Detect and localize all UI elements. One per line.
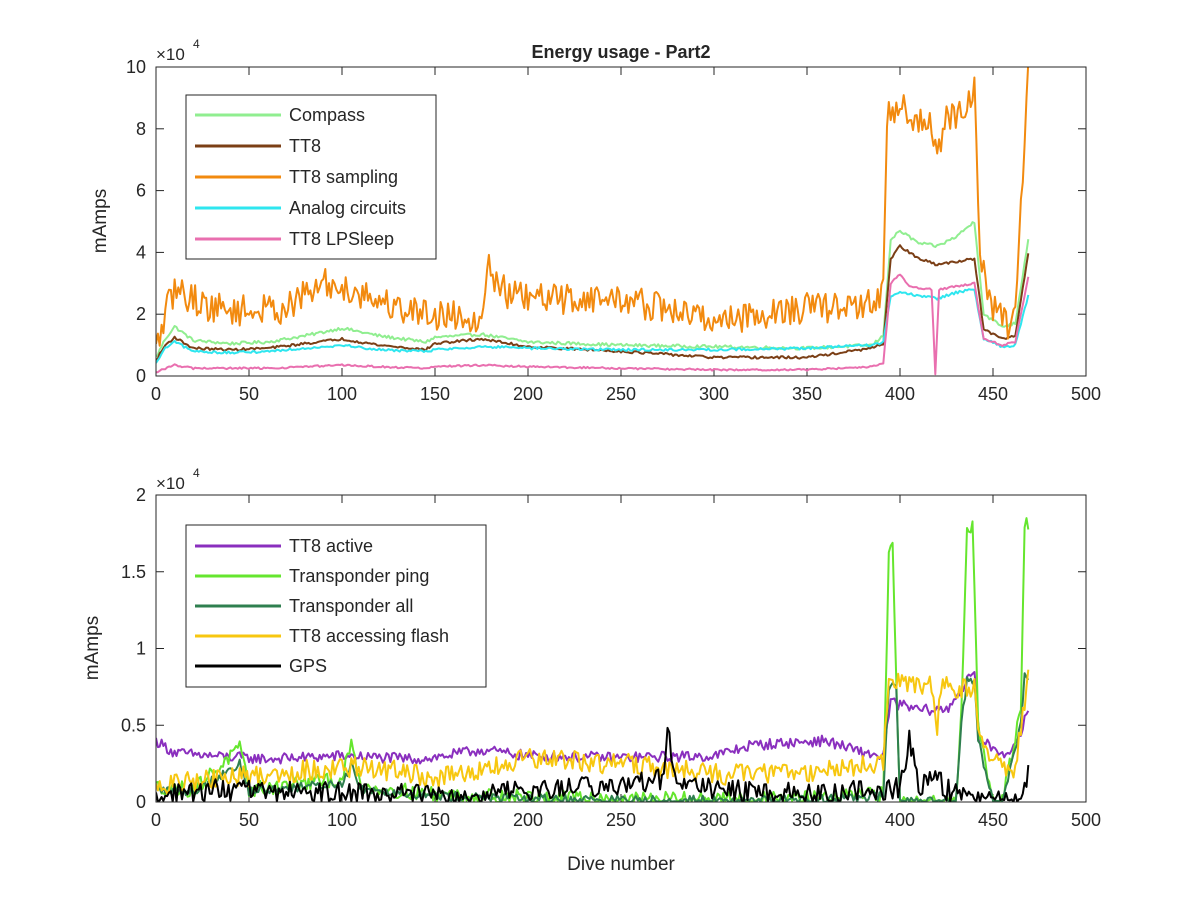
x-tick-label: 50 [239, 810, 259, 830]
top-legend: Compass TT8 TT8 sampling Analog circuits TT8… [185, 94, 437, 260]
y-tick-label: 4 [136, 242, 146, 262]
legend-label-tt8: TT8 [289, 136, 321, 156]
bottom-series-lines [156, 517, 1030, 802]
x-tick-label: 200 [513, 810, 543, 830]
y-tick-label: 0.5 [121, 715, 146, 735]
bottom-legend: TT8 active Transponder ping Transponder al… [185, 524, 487, 688]
legend-label-tt8-lpsleep: TT8 LPSleep [289, 229, 394, 249]
top-exponent-power: 4 [193, 37, 200, 51]
top-exponent-label: ×10 4 [156, 37, 200, 64]
x-tick-label: 450 [978, 384, 1008, 404]
x-tick-label: 400 [885, 810, 915, 830]
x-tick-label: 500 [1071, 384, 1101, 404]
x-tick-label: 350 [792, 810, 822, 830]
y-tick-label: 10 [126, 57, 146, 77]
series-line-analog-circuits [156, 288, 1030, 364]
x-tick-label: 500 [1071, 810, 1101, 830]
legend-label-analog-circuits: Analog circuits [289, 198, 406, 218]
legend-label-transponder-all: Transponder all [289, 596, 413, 616]
top-series-lines [156, 67, 1030, 376]
x-axis-label: Dive number [567, 854, 675, 875]
top-axes-box [155, 66, 1087, 377]
x-tick-label: 400 [885, 384, 915, 404]
bottom-axes-box [155, 494, 1087, 803]
legend-label-tt8-active: TT8 active [289, 536, 373, 556]
chart-title: Energy usage - Part2 [531, 42, 710, 62]
x-tick-label: 150 [420, 384, 450, 404]
legend-label-compass: Compass [289, 105, 365, 125]
series-line-tt8-active [156, 671, 1030, 765]
y-tick-label: 2 [136, 485, 146, 505]
bottom-exponent-base: ×10 [156, 474, 185, 493]
x-tick-label: 100 [327, 810, 357, 830]
y-tick-label: 2 [136, 304, 146, 324]
x-tick-label: 0 [151, 384, 161, 404]
legend-label-tt8-accessing-flash: TT8 accessing flash [289, 626, 449, 646]
x-tick-label: 300 [699, 810, 729, 830]
y-tick-label: 0 [136, 792, 146, 812]
x-tick-label: 450 [978, 810, 1008, 830]
x-tick-label: 250 [606, 384, 636, 404]
series-line-tt8-sampling [156, 67, 1030, 347]
top-exponent-base: ×10 [156, 45, 185, 64]
y-tick-label: 1 [136, 639, 146, 659]
x-tick-label: 250 [606, 810, 636, 830]
legend-label-transponder-ping: Transponder ping [289, 566, 429, 586]
series-line-tt8 [156, 244, 1030, 361]
series-line-gps [156, 726, 1030, 802]
x-tick-label: 50 [239, 384, 259, 404]
y-tick-label: 1.5 [121, 562, 146, 582]
top-axes: Energy usage - Part2 mAmps ×10 4 0 50 100 1… [90, 37, 1101, 404]
x-tick-label: 350 [792, 384, 822, 404]
x-tick-label: 200 [513, 384, 543, 404]
legend-label-gps: GPS [289, 656, 327, 676]
bottom-y-axis-label: mAmps [82, 616, 103, 680]
bottom-axes: mAmps Dive number ×10 4 0 50 100 150 200 250 3… [82, 466, 1101, 875]
x-tick-label: 300 [699, 384, 729, 404]
y-tick-label: 0 [136, 366, 146, 386]
x-tick-label: 150 [420, 810, 450, 830]
bottom-exponent-power: 4 [193, 466, 200, 480]
x-tick-label: 100 [327, 384, 357, 404]
series-line-tt8-lpsleep [156, 273, 1030, 376]
top-y-axis-label: mAmps [90, 189, 111, 253]
x-tick-label: 0 [151, 810, 161, 830]
top-x-ticks: 0 50 100 150 200 250 300 350 400 450 500 [151, 67, 1101, 404]
y-tick-label: 8 [136, 119, 146, 139]
series-line-tt8-accessing-flash [156, 669, 1030, 795]
legend-label-tt8-sampling: TT8 sampling [289, 167, 398, 187]
y-tick-label: 6 [136, 181, 146, 201]
bottom-exponent-label: ×10 4 [156, 466, 200, 493]
